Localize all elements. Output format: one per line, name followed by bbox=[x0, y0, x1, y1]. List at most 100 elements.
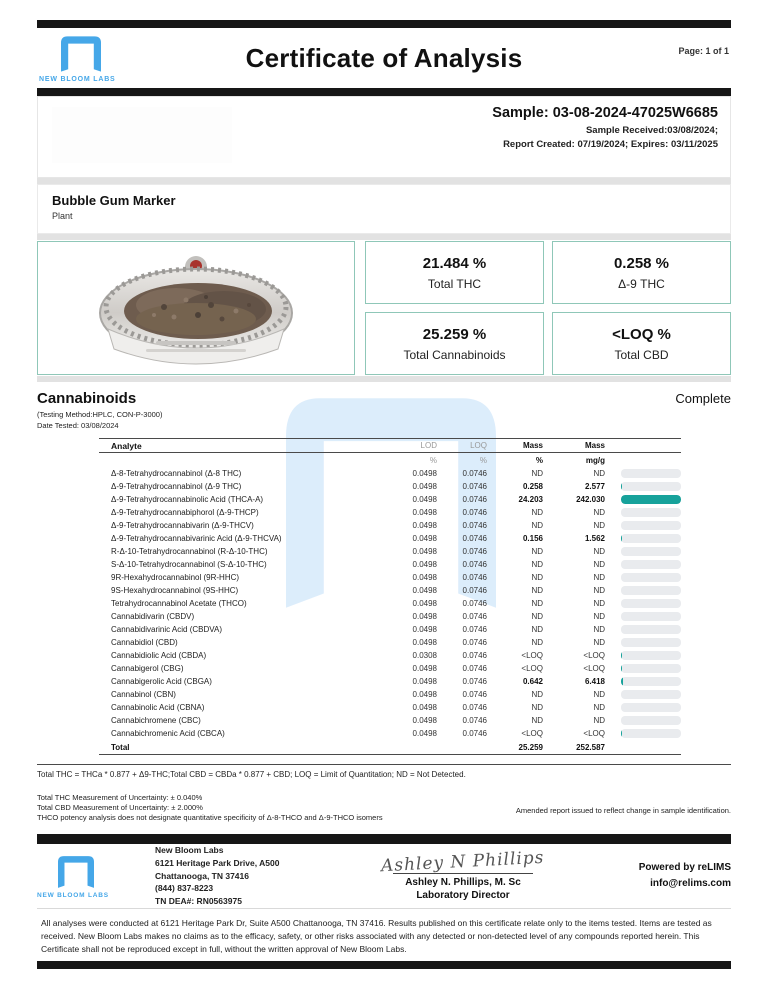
cannabinoids-status: Complete bbox=[675, 391, 731, 406]
page-number: Page: 1 of 1 bbox=[678, 46, 729, 56]
mass-bar-track bbox=[621, 495, 681, 504]
cannabinoid-row: Δ-9-Tetrahydrocannabinolic Acid (THCA-A)… bbox=[99, 493, 681, 506]
loq-value: 0.0746 bbox=[462, 586, 487, 595]
lod-value: 0.0498 bbox=[412, 716, 437, 725]
mass-mgg-value: 6.418 bbox=[584, 677, 605, 686]
cannabinoid-row: Δ-8-Tetrahydrocannabinol (Δ-8 THC) 0.049… bbox=[99, 467, 681, 480]
cannabinoids-table: Analyte LOD LOQ Mass Mass % % % mg/g Δ-8… bbox=[99, 438, 681, 755]
mass-percent-value: ND bbox=[531, 703, 543, 712]
mass-bar bbox=[607, 573, 681, 582]
mass-bar-track bbox=[621, 469, 681, 478]
cannabinoids-title: Cannabinoids bbox=[37, 390, 137, 407]
mass-percent-value: ND bbox=[531, 560, 543, 569]
mass-bar-track bbox=[621, 586, 681, 595]
disclaimer-text: All analyses were conducted at 6121 Heri… bbox=[41, 918, 712, 955]
mass-bar-track bbox=[621, 677, 681, 686]
mass-bar-track bbox=[621, 729, 681, 738]
d9-thc-label: Δ-9 THC bbox=[618, 276, 665, 291]
cannabinoid-row: Cannabichromenic Acid (CBCA) 0.0498 0.07… bbox=[99, 727, 681, 740]
loq-value: 0.0746 bbox=[462, 703, 487, 712]
mass-bar bbox=[607, 677, 681, 686]
lod-value: 0.0498 bbox=[412, 729, 437, 738]
result-d9-thc: 0.258 % Δ-9 THC bbox=[552, 241, 731, 304]
analyte-name: Cannabinolic Acid (CBNA) bbox=[111, 703, 205, 712]
mass-bar-track bbox=[621, 534, 681, 543]
photo-and-results-section: 21.484 % Total THC 0.258 % Δ-9 THC 25.25… bbox=[37, 240, 731, 376]
mass-bar bbox=[607, 690, 681, 699]
lab-address-block: New Bloom Labs 6121 Heritage Park Drive,… bbox=[155, 844, 345, 908]
mass-mgg-value: ND bbox=[593, 573, 605, 582]
mass-bar bbox=[607, 469, 681, 478]
analyte-name: 9S-Hexahydrocannabinol (9S-HHC) bbox=[111, 586, 239, 595]
sample-name: Bubble Gum Marker bbox=[52, 193, 176, 208]
mass-bar-track bbox=[621, 703, 681, 712]
mass-bar-track bbox=[621, 573, 681, 582]
mass-bar bbox=[607, 586, 681, 595]
date-tested: Date Tested: 03/08/2024 bbox=[37, 421, 119, 430]
mass-mgg-value: ND bbox=[593, 508, 605, 517]
sample-id: Sample: 03-08-2024-47025W6685 bbox=[492, 105, 718, 121]
lod-value: 0.0498 bbox=[412, 677, 437, 686]
total-cbd-value: <LOQ % bbox=[612, 325, 671, 343]
cannabinoid-row: Cannabidiol (CBD) 0.0498 0.0746 ND ND bbox=[99, 636, 681, 649]
mass-percent-value: 0.156 bbox=[522, 534, 543, 543]
cannabinoid-row: Δ-9-Tetrahydrocannabivarinic Acid (Δ-9-T… bbox=[99, 532, 681, 545]
mass-percent-value: ND bbox=[531, 690, 543, 699]
total-cannabinoids-value: 25.259 % bbox=[422, 325, 487, 343]
mass-bar-track bbox=[621, 599, 681, 608]
mass-percent-value: ND bbox=[531, 573, 543, 582]
disclaimer-rule bbox=[37, 908, 731, 909]
mass-percent-value: ND bbox=[531, 547, 543, 556]
mass-mgg-value: ND bbox=[593, 612, 605, 621]
mass-bar bbox=[607, 482, 681, 491]
mass-bar-fill bbox=[621, 495, 681, 504]
analyte-name: Δ-9-Tetrahydrocannabivarin (Δ-9-THCV) bbox=[111, 521, 254, 530]
analyte-name: Cannabichromene (CBC) bbox=[111, 716, 201, 725]
mass-bar bbox=[607, 495, 681, 504]
uncertainty-cbd: Total CBD Measurement of Uncertainty: ± … bbox=[37, 803, 203, 813]
sample-received-date: Sample Received:03/08/2024; bbox=[585, 125, 718, 136]
page-title: Certificate of Analysis bbox=[245, 42, 523, 73]
mass-bar bbox=[607, 703, 681, 712]
cannabinoid-row: Cannabinolic Acid (CBNA) 0.0498 0.0746 N… bbox=[99, 701, 681, 714]
loq-value: 0.0746 bbox=[462, 651, 487, 660]
table-body: Δ-8-Tetrahydrocannabinol (Δ-8 THC) 0.049… bbox=[99, 467, 681, 740]
mass-bar bbox=[607, 534, 681, 543]
unit-lod: % bbox=[429, 455, 437, 465]
mass-mgg-value: ND bbox=[593, 638, 605, 647]
mass-mgg-value: ND bbox=[593, 716, 605, 725]
loq-value: 0.0746 bbox=[462, 469, 487, 478]
mass-bar bbox=[607, 625, 681, 634]
analyte-name: Cannabinol (CBN) bbox=[111, 690, 176, 699]
lod-value: 0.0498 bbox=[412, 482, 437, 491]
mass-mgg-value: 2.577 bbox=[584, 482, 605, 491]
loq-value: 0.0746 bbox=[462, 690, 487, 699]
table-units-row: % % % mg/g bbox=[99, 453, 681, 467]
mass-bar bbox=[607, 560, 681, 569]
loq-value: 0.0746 bbox=[462, 664, 487, 673]
lod-value: 0.0498 bbox=[412, 625, 437, 634]
table-total-row: Total 25.259 252.587 bbox=[99, 740, 681, 755]
analyte-name: Cannabigerolic Acid (CBGA) bbox=[111, 677, 212, 686]
footnote-rule bbox=[37, 764, 731, 765]
analyte-name: Δ-9-Tetrahydrocannabivarinic Acid (Δ-9-T… bbox=[111, 534, 282, 543]
analyte-name: Δ-9-Tetrahydrocannabiphorol (Δ-9-THCP) bbox=[111, 508, 259, 517]
cannabinoid-row: Cannabinol (CBN) 0.0498 0.0746 ND ND bbox=[99, 688, 681, 701]
cannabinoid-row: R-Δ-10-Tetrahydrocannabinol (R-Δ-10-THC)… bbox=[99, 545, 681, 558]
loq-value: 0.0746 bbox=[462, 573, 487, 582]
mass-bar-track bbox=[621, 638, 681, 647]
loq-value: 0.0746 bbox=[462, 612, 487, 621]
cannabinoid-row: Δ-9-Tetrahydrocannabinol (Δ-9 THC) 0.049… bbox=[99, 480, 681, 493]
relims-block: Powered by reLIMS info@relims.com bbox=[581, 860, 731, 892]
mass-bar-fill bbox=[621, 482, 623, 491]
analyte-name: S-Δ-10-Tetrahydrocannabinol (S-Δ-10-THC) bbox=[111, 560, 267, 569]
lab-address-1: 6121 Heritage Park Drive, A500 bbox=[155, 857, 280, 868]
sample-type: Plant bbox=[52, 211, 73, 221]
mass-percent-value: ND bbox=[531, 521, 543, 530]
loq-value: 0.0746 bbox=[462, 625, 487, 634]
lod-value: 0.0498 bbox=[412, 469, 437, 478]
cannabinoid-row: Cannabidivarin (CBDV) 0.0498 0.0746 ND N… bbox=[99, 610, 681, 623]
loq-value: 0.0746 bbox=[462, 677, 487, 686]
total-label: Total bbox=[111, 742, 130, 752]
